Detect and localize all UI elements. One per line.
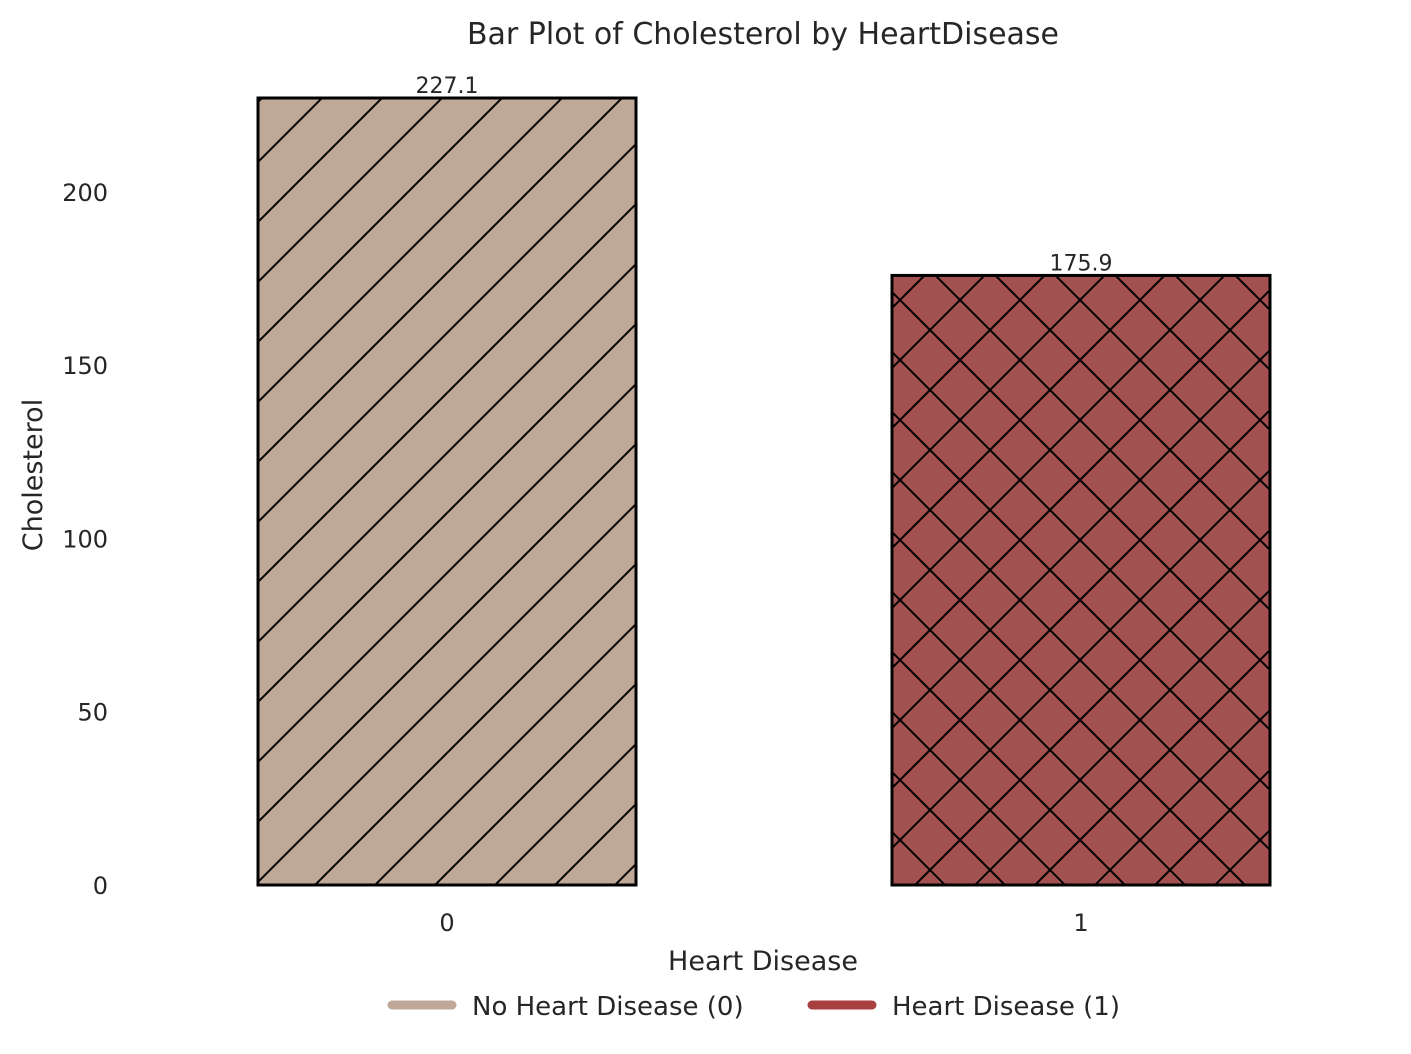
bar-1 bbox=[890, 273, 1272, 887]
y-tick-label: 100 bbox=[62, 525, 108, 553]
y-tick-label: 150 bbox=[62, 352, 108, 380]
bar-hatch bbox=[892, 275, 1270, 886]
x-tick-label: 1 bbox=[1073, 909, 1088, 937]
legend: No Heart Disease (0) Heart Disease (1) bbox=[387, 992, 1120, 1022]
y-axis-ticks: 0 50 100 150 200 bbox=[62, 179, 108, 900]
chart-title: Bar Plot of Cholesterol by HeartDisease bbox=[467, 17, 1059, 52]
data-label: 227.1 bbox=[416, 74, 479, 99]
legend-item: Heart Disease (1) bbox=[807, 992, 1120, 1022]
x-axis-label: Heart Disease bbox=[668, 946, 858, 977]
bar-outline bbox=[890, 273, 1272, 887]
y-tick-label: 200 bbox=[62, 179, 108, 207]
legend-label: Heart Disease (1) bbox=[892, 992, 1120, 1022]
y-axis-label: Cholesterol bbox=[18, 399, 49, 551]
bar-0 bbox=[256, 96, 638, 887]
bar-outline bbox=[256, 96, 638, 887]
bars-layer bbox=[256, 96, 1272, 887]
data-labels: 227.1 175.9 bbox=[416, 74, 1113, 276]
legend-item: No Heart Disease (0) bbox=[387, 992, 744, 1022]
x-tick-label: 0 bbox=[439, 909, 454, 937]
y-tick-label: 0 bbox=[93, 872, 108, 900]
bar-hatch bbox=[258, 98, 636, 885]
legend-label: No Heart Disease (0) bbox=[472, 992, 744, 1022]
data-label: 175.9 bbox=[1050, 251, 1113, 276]
y-tick-label: 50 bbox=[77, 699, 108, 727]
